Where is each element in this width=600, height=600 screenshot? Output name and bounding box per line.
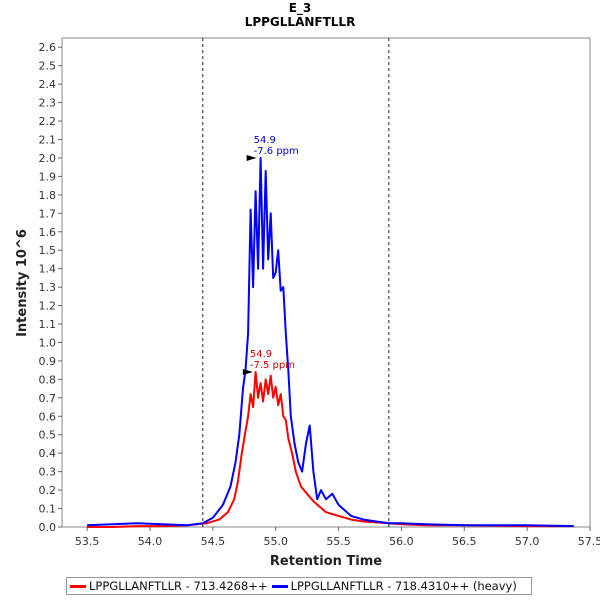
y-tick-label: 1.7 bbox=[39, 207, 57, 220]
x-tick-label: 56.5 bbox=[452, 535, 477, 548]
y-tick-label: 2.4 bbox=[39, 78, 57, 91]
chromatogram-chart: 53.5 54.0 54.5 55.0 55.5 56.0 56.5 57.0 57.5 0.0… bbox=[15, 37, 600, 569]
y-tick-label: 0.7 bbox=[39, 392, 57, 405]
y-tick-label: 0.2 bbox=[39, 484, 57, 497]
x-tick-label: 55.5 bbox=[326, 535, 351, 548]
x-tick-label: 57.0 bbox=[515, 535, 540, 548]
x-tick-label: 55.0 bbox=[263, 535, 288, 548]
y-tick-label: 1.2 bbox=[39, 300, 57, 313]
legend-label-light: LPPGLLANFTLLR - 713.4268++ bbox=[89, 579, 268, 593]
chart-title: E_3 bbox=[288, 1, 312, 15]
y-tick-label: 0.6 bbox=[39, 410, 57, 423]
y-tick-label: 2.1 bbox=[39, 133, 57, 146]
chart-legend: LPPGLLANFTLLR - 713.4268++ LPPGLLANFTLLR… bbox=[66, 577, 532, 595]
y-tick-label: 1.0 bbox=[39, 336, 57, 349]
y-axis-title: Intensity 10^6 bbox=[15, 229, 30, 337]
plot-area bbox=[61, 37, 591, 528]
legend-label-heavy: LPPGLLANFTLLR - 718.4310++ (heavy) bbox=[290, 579, 517, 593]
peak-rt-label: 54.9 bbox=[250, 349, 272, 360]
y-tick-label: 0.1 bbox=[39, 503, 57, 516]
peak-ppm-label: -7.6 ppm bbox=[254, 146, 299, 157]
y-tick-label: 2.0 bbox=[39, 152, 57, 165]
series-line-light bbox=[87, 371, 574, 528]
peak-ppm-label: -7.5 ppm bbox=[250, 360, 295, 371]
y-tick-label: 0.9 bbox=[39, 355, 57, 368]
legend-item-light: LPPGLLANFTLLR - 713.4268++ bbox=[70, 579, 268, 593]
x-axis-title: Retention Time bbox=[270, 554, 382, 569]
legend-swatch-light bbox=[70, 584, 86, 588]
y-tick-label: 2.6 bbox=[39, 41, 57, 54]
y-tick-label: 0.4 bbox=[39, 447, 57, 460]
y-tick-label: 2.2 bbox=[39, 115, 57, 128]
y-tick-label: 0.5 bbox=[39, 429, 57, 442]
peak-marker bbox=[242, 368, 253, 375]
y-tick-label: 1.8 bbox=[39, 189, 57, 202]
y-tick-label: 0.8 bbox=[39, 373, 57, 386]
y-tick-label: 1.1 bbox=[39, 318, 57, 331]
y-tick-label: 1.5 bbox=[39, 244, 57, 257]
legend-item-heavy: LPPGLLANFTLLR - 718.4310++ (heavy) bbox=[271, 579, 517, 593]
y-tick-label: 0.0 bbox=[39, 521, 57, 534]
x-tick-label: 56.0 bbox=[389, 535, 414, 548]
y-tick-label: 1.3 bbox=[39, 281, 57, 294]
x-tick-label: 53.5 bbox=[75, 535, 100, 548]
y-tick-label: 0.3 bbox=[39, 466, 57, 479]
peak-rt-label: 54.9 bbox=[254, 135, 276, 146]
y-tick-label: 1.9 bbox=[39, 170, 57, 183]
x-tick-label: 54.5 bbox=[201, 535, 226, 548]
y-tick-label: 2.5 bbox=[39, 60, 57, 73]
y-tick-label: 1.6 bbox=[39, 226, 57, 239]
series-line-heavy bbox=[87, 156, 574, 528]
peak-marker bbox=[246, 154, 257, 161]
y-tick-label: 1.4 bbox=[39, 263, 57, 276]
x-tick-label: 57.5 bbox=[578, 535, 600, 548]
y-tick-label: 2.3 bbox=[39, 97, 57, 110]
legend-swatch-heavy bbox=[271, 584, 288, 588]
x-tick-label: 54.0 bbox=[138, 535, 163, 548]
chart-subtitle: LPPGLLANFTLLR bbox=[244, 15, 356, 29]
